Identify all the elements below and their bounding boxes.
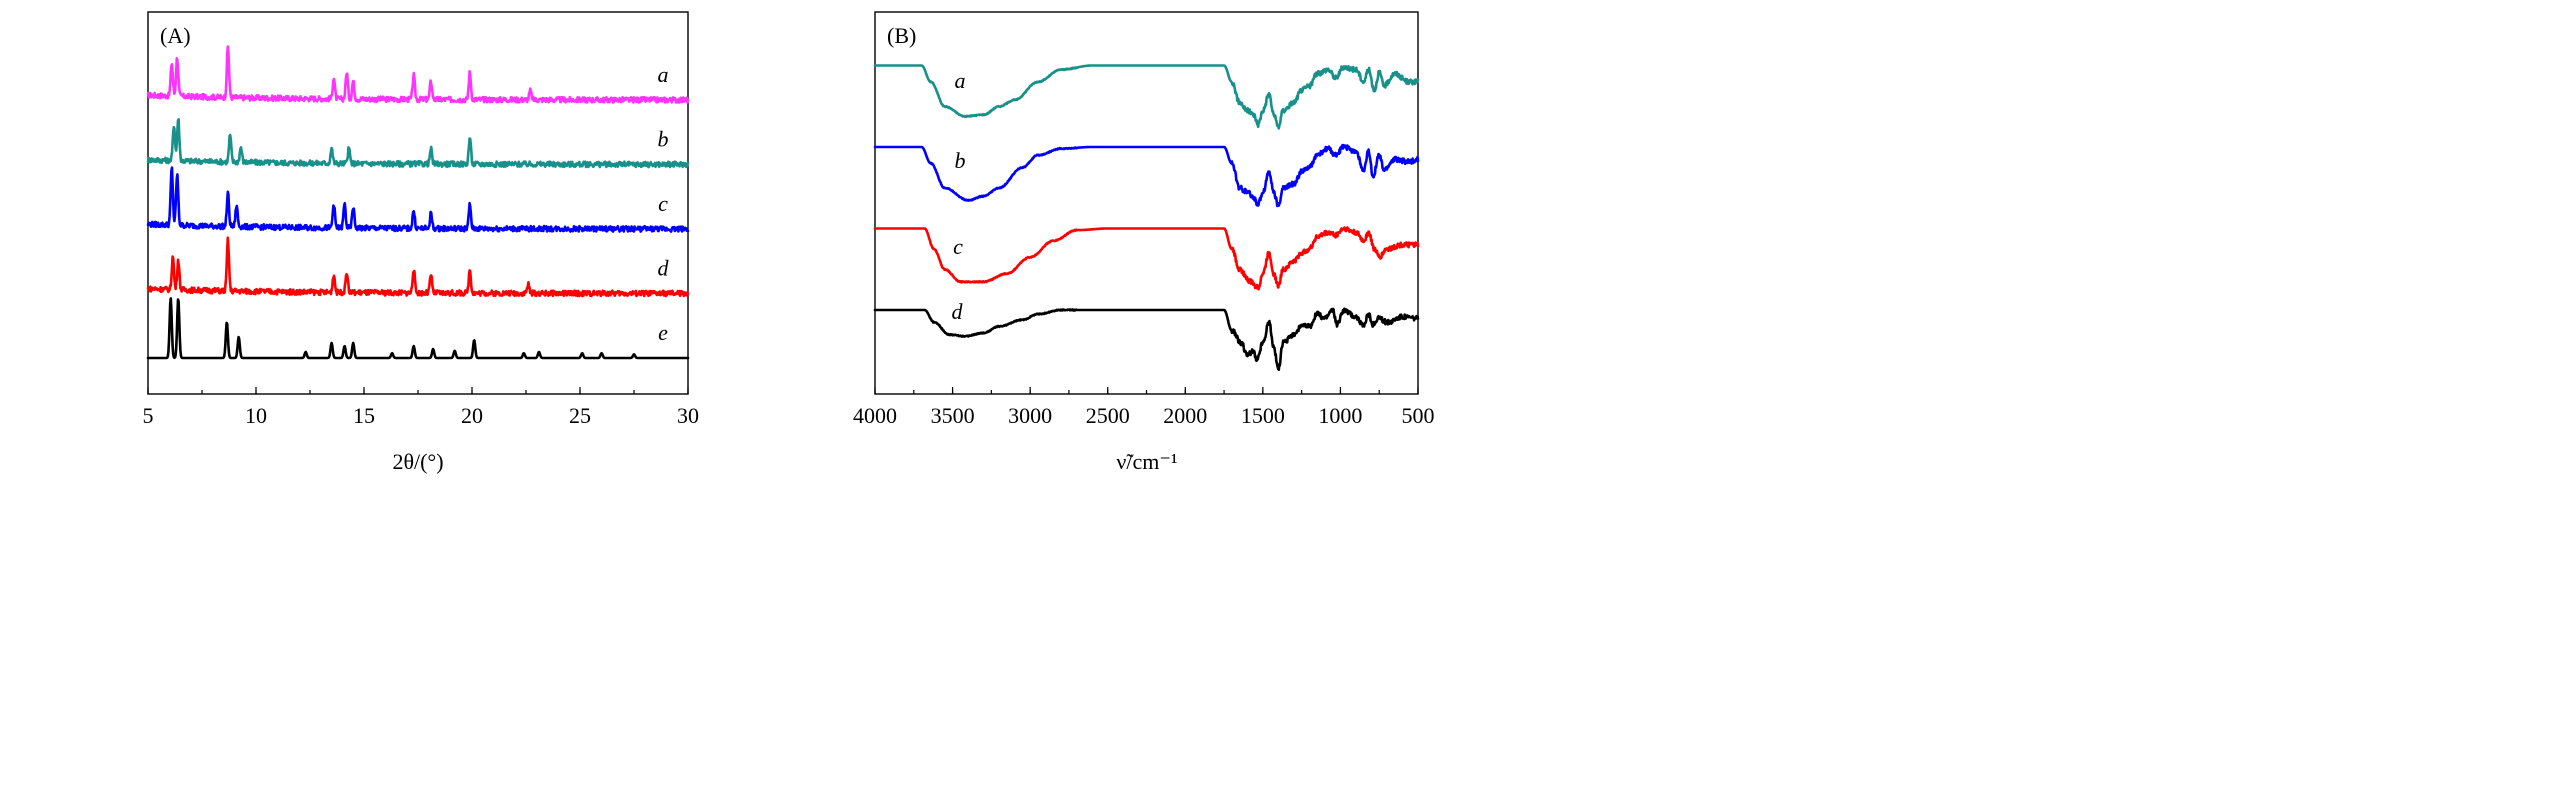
panel-b-x-ticks: 4000 3500 3000 2500 2000 1500 1000 500: [853, 387, 1435, 428]
panel-a-x-tick-label: 30: [677, 403, 699, 428]
panel-a-x-tick-label: 10: [245, 403, 267, 428]
panel-b-x-tick-label: 2500: [1086, 403, 1130, 428]
panel-a-series-label-d: d: [658, 256, 670, 281]
panel-a-series-labels: a b c d e: [658, 62, 670, 345]
panel-b-x-tick-label: 500: [1402, 403, 1435, 428]
panel-b-trace-b: [873, 143, 1420, 208]
panel-b-series-label-a: a: [955, 68, 966, 93]
panel-a-x-ticks: 5 10 15 20 25 30: [143, 387, 699, 428]
panel-a-series-label-b: b: [658, 127, 669, 152]
panel-b-label: (B): [887, 23, 916, 48]
panel-a-label: (A): [160, 23, 191, 48]
panel-b-x-tick-label: 1500: [1241, 403, 1285, 428]
panel-a-x-tick-label: 25: [569, 403, 591, 428]
panel-a-trace-d: [146, 236, 690, 298]
panel-a-x-tick-label: 20: [461, 403, 483, 428]
panel-b-series-label-b: b: [955, 148, 966, 173]
panel-b-x-tick-label: 3500: [931, 403, 975, 428]
panel-a-xrd-chart: (A) 5 10 15 20 25 30 a b c d e 2θ/(°): [143, 11, 699, 474]
panel-a-trace-b: [146, 118, 690, 169]
panel-b-trace-d: [873, 307, 1420, 371]
panel-a-trace-a: [146, 45, 690, 104]
panel-b-x-tick-label: 2000: [1163, 403, 1207, 428]
panel-a-series-label-a: a: [658, 62, 669, 87]
panel-a-x-tick-label: 15: [353, 403, 375, 428]
panel-b-x-tick-label: 1000: [1318, 403, 1362, 428]
panel-a-series-label-c: c: [658, 191, 668, 216]
panel-b-traces: [873, 64, 1420, 371]
panel-a-trace-c: [146, 166, 690, 233]
panel-a-x-axis-title: 2θ/(°): [392, 449, 443, 474]
panel-b-trace-c: [873, 226, 1420, 291]
panel-b-trace-a: [873, 64, 1420, 130]
panel-b-x-tick-label: 4000: [853, 403, 897, 428]
panel-a-x-tick-label: 5: [143, 403, 154, 428]
panel-b-ftir-chart: (B) 4000 3500 3000 2500 2000 1500 1000 500 a b c d…: [853, 11, 1435, 474]
figure: (A) 5 10 15 20 25 30 a b c d e 2θ/(°) (B) 4000 350…: [143, 11, 1435, 474]
panel-b-series-labels: a b c d: [952, 68, 966, 324]
panel-a-traces: [146, 45, 690, 360]
panel-b-x-tick-label: 3000: [1008, 403, 1052, 428]
panel-b-series-label-d: d: [952, 299, 964, 324]
panel-a-trace-e: [146, 297, 690, 360]
panel-b-x-axis-title: ν̃/cm⁻¹: [1116, 449, 1177, 474]
panel-a-series-label-e: e: [658, 320, 668, 345]
panel-b-series-label-c: c: [953, 234, 963, 259]
